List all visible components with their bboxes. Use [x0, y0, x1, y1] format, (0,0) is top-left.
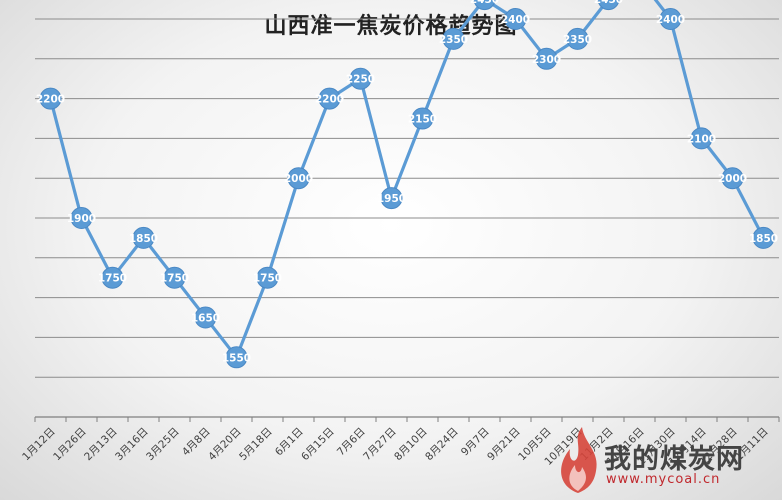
data-point — [659, 8, 682, 30]
data-label: 1650 — [191, 313, 220, 325]
data-point — [39, 87, 62, 110]
watermark-logo: 我的煤炭网 www.mycoal.cn — [548, 425, 782, 500]
data-label: 2200 — [315, 94, 344, 106]
x-axis — [34, 416, 780, 422]
data-label: 1550 — [222, 352, 251, 364]
x-tick-label: 3月25日 — [144, 426, 182, 464]
watermark-text: 我的煤炭网 — [604, 444, 744, 475]
series-line: 2200 1900 1750 1850 1750 1650 1550 1750 2000 2200… — [36, 0, 778, 369]
data-label: 1850 — [129, 233, 158, 245]
chart-title: 山西准一焦炭价格趋势图 — [264, 13, 518, 39]
watermark-url: www.mycoal.cn — [606, 472, 721, 487]
x-tick-label: 2月13日 — [82, 426, 120, 464]
data-label: 2350 — [563, 34, 592, 46]
data-point — [287, 167, 310, 190]
data-label: 1750 — [98, 273, 127, 285]
data-point — [721, 167, 744, 190]
data-label: 1850 — [749, 233, 778, 245]
data-label: 2400 — [501, 14, 530, 26]
data-label: 2150 — [408, 114, 437, 126]
data-label: 1900 — [67, 213, 96, 225]
x-tick-label: 1月12日 — [20, 426, 58, 464]
data-label: 2300 — [532, 54, 561, 66]
flame-icon — [561, 427, 597, 493]
data-point — [442, 27, 465, 50]
x-tick-label: 8月24日 — [423, 426, 461, 464]
data-point — [163, 266, 186, 289]
data-point — [225, 346, 248, 369]
data-point — [504, 8, 527, 30]
data-label: 2100 — [687, 133, 716, 145]
data-point — [380, 187, 403, 210]
data-point — [318, 87, 341, 110]
data-point — [411, 107, 434, 130]
x-tick-label: 9月21日 — [485, 426, 523, 464]
data-label: 1750 — [160, 273, 189, 285]
data-point — [566, 27, 589, 50]
data-label: 2250 — [346, 74, 375, 86]
data-label: 2350 — [439, 34, 468, 46]
data-label: 2400 — [656, 14, 685, 26]
data-label: 2450 — [470, 0, 499, 6]
data-label: 2000 — [718, 173, 747, 185]
gridlines — [35, 18, 779, 378]
x-tick-label: 6月15日 — [299, 426, 337, 464]
data-point — [70, 207, 93, 229]
x-tick-label: 7月27日 — [361, 426, 399, 464]
data-point — [690, 127, 713, 150]
data-point — [473, 0, 496, 11]
data-point — [256, 266, 279, 289]
data-point — [101, 266, 124, 289]
data-point — [752, 226, 775, 249]
data-point — [535, 47, 558, 70]
x-tick-label: 5月18日 — [237, 426, 275, 464]
x-tick-label: 3月16日 — [113, 426, 151, 464]
data-label: 2450 — [594, 0, 623, 6]
data-point — [349, 67, 372, 90]
data-point — [132, 226, 155, 249]
x-tick-label: 1月26日 — [51, 426, 89, 464]
data-point — [194, 306, 217, 329]
data-label: 2200 — [36, 94, 65, 106]
data-label: 1750 — [253, 273, 282, 285]
x-tick-label: 4月20日 — [206, 426, 244, 464]
data-label: 1950 — [377, 193, 406, 205]
data-label: 2000 — [284, 173, 313, 185]
x-tick-label: 8月10日 — [392, 426, 430, 464]
data-point — [597, 0, 620, 11]
